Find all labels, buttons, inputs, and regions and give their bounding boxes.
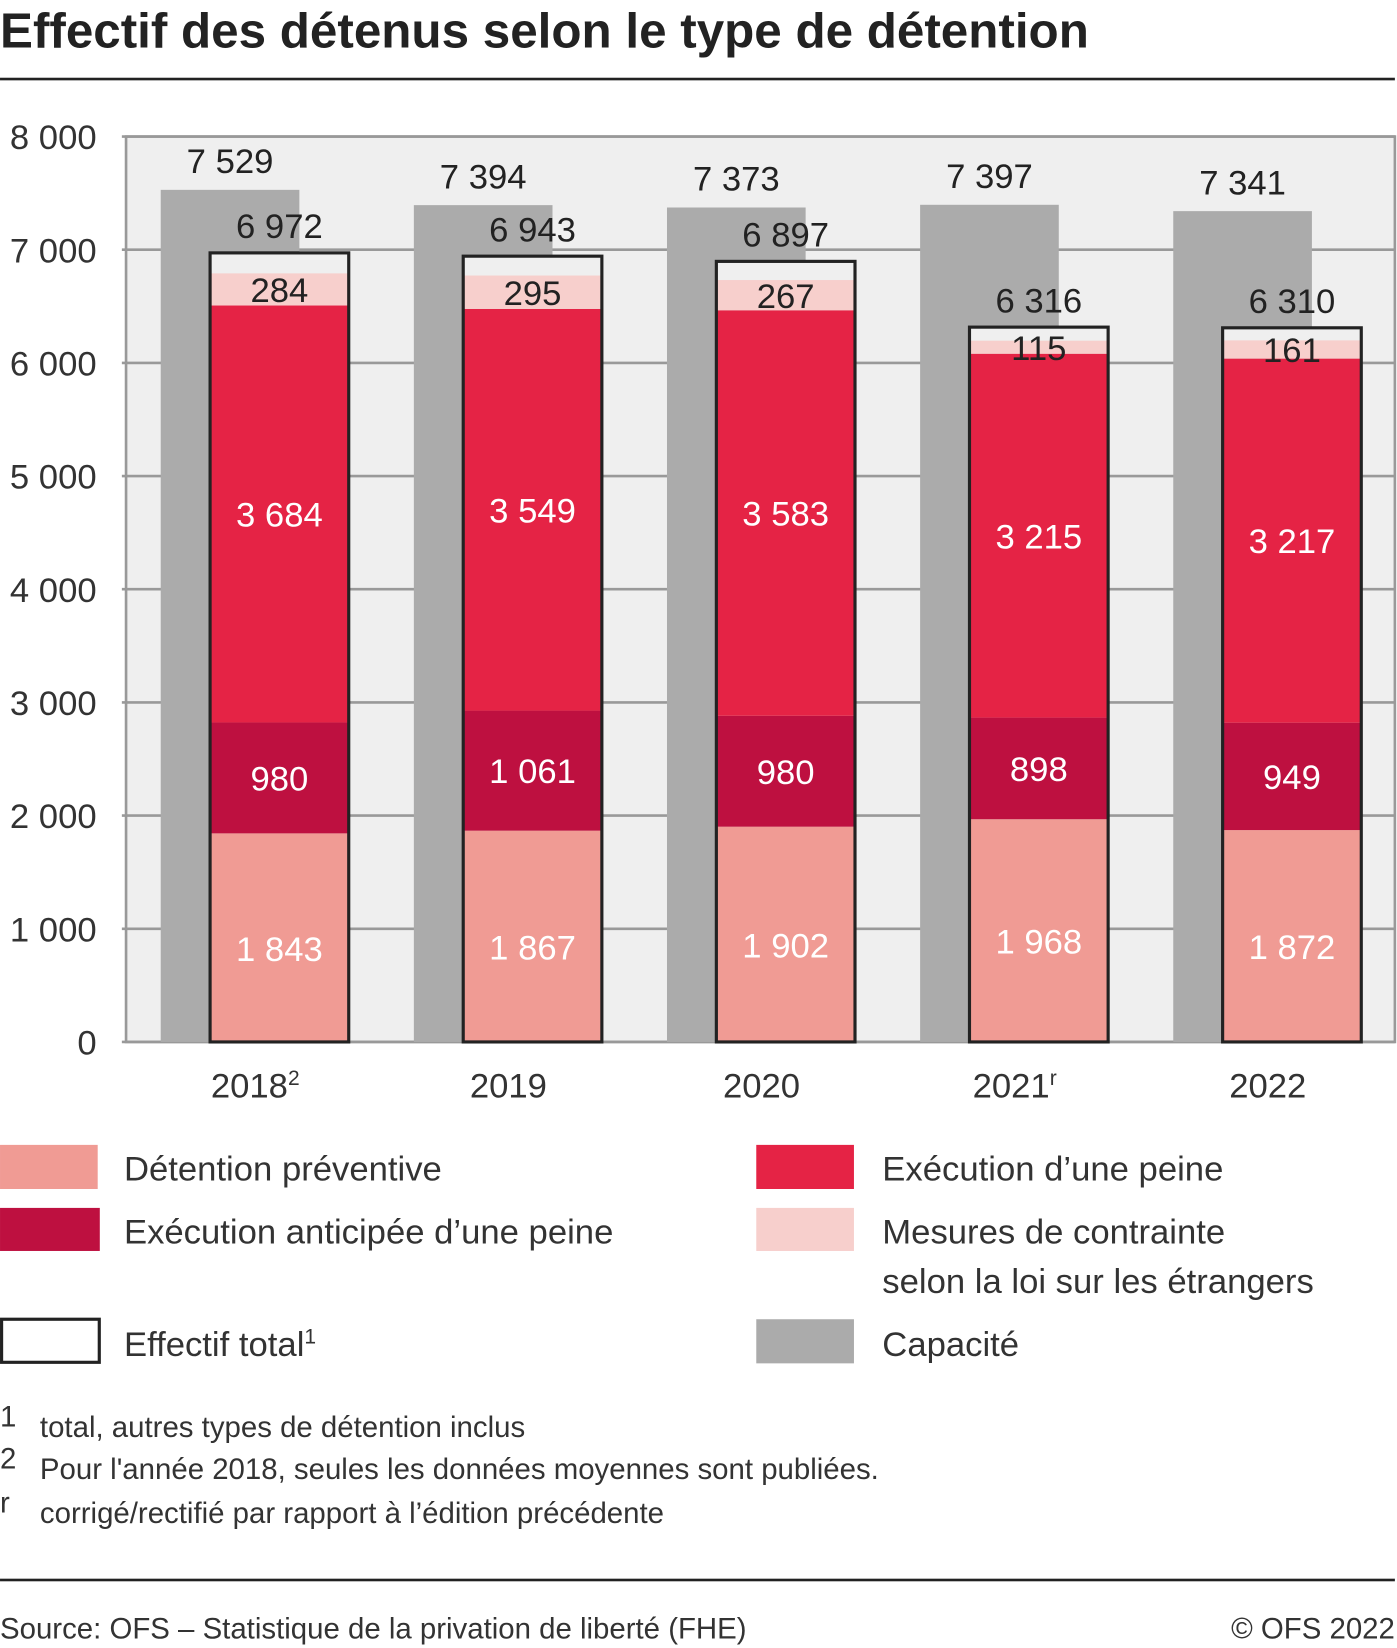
total-outline <box>714 259 857 1044</box>
total-outline <box>1221 326 1363 1044</box>
bar-segment <box>463 710 602 831</box>
capacity-label: 7 529 <box>187 143 274 181</box>
data-label: 980 <box>250 761 308 799</box>
footnote-text: total, autres types de détention inclus <box>40 1411 525 1444</box>
y-tick-label: 1 000 <box>10 911 97 949</box>
y-tick-label: 7 000 <box>10 232 97 270</box>
y-tick-label: 2 000 <box>10 798 97 836</box>
data-label: 295 <box>504 275 562 313</box>
data-label: 3 583 <box>742 496 829 534</box>
legend-swatch-preventive <box>0 1144 98 1189</box>
bar-segment <box>210 273 349 306</box>
data-label: 3 217 <box>1249 523 1336 561</box>
bar-segment <box>210 833 349 1042</box>
source-text: Source: OFS – Statistique de la privatio… <box>0 1613 747 1646</box>
chart-title: Effectif des détenus selon le type de dé… <box>0 3 1089 58</box>
bar-segment <box>463 275 602 309</box>
y-tick-label: 5 000 <box>10 459 97 497</box>
data-label: 1 968 <box>995 924 1082 962</box>
bar-segment <box>716 280 856 311</box>
bar-segment <box>969 819 1109 1042</box>
legend-label: Exécution d’une peine <box>882 1151 1223 1189</box>
capacity-label: 7 397 <box>946 158 1033 196</box>
total-outline <box>461 254 604 1044</box>
bar-segment <box>463 830 602 1042</box>
footnote-mark: 2 <box>0 1442 16 1475</box>
data-label: 898 <box>1010 751 1068 789</box>
total-label: 6 310 <box>1249 283 1336 321</box>
legend-label: Capacité <box>882 1326 1019 1364</box>
bar-segment <box>1222 358 1362 723</box>
data-label: 1 843 <box>236 931 323 969</box>
bar-segment <box>716 310 856 716</box>
legend-swatch-capacity <box>756 1319 854 1364</box>
bar-segment <box>716 826 856 1042</box>
data-label: 949 <box>1263 759 1321 797</box>
legend-label: selon la loi sur les étrangers <box>882 1263 1314 1301</box>
bar-segment <box>1222 830 1362 1042</box>
bar-segment <box>210 305 349 723</box>
y-tick-label: 0 <box>77 1025 96 1063</box>
data-label: 161 <box>1263 332 1321 370</box>
capacity-label: 7 394 <box>440 158 527 196</box>
bar-segment <box>969 717 1109 820</box>
legend-label: Détention préventive <box>124 1151 442 1189</box>
legend: Détention préventive Exécution anticipée… <box>0 1144 1314 1364</box>
data-label: 3 549 <box>489 492 576 530</box>
y-tick-label: 3 000 <box>10 685 97 723</box>
data-label: 980 <box>757 754 815 792</box>
data-label: 267 <box>757 278 815 316</box>
legend-swatch-total <box>0 1317 101 1364</box>
data-label: 3 684 <box>236 497 323 535</box>
title-rule <box>0 77 1395 81</box>
legend-swatch-mesures <box>756 1207 854 1251</box>
bar-segment <box>716 715 856 827</box>
footnotes: 1 total, autres types de détention inclu… <box>0 1400 879 1530</box>
legend-label: Effectif total1 <box>124 1325 316 1364</box>
footnote-text: Pour l'année 2018, seules les données mo… <box>40 1453 879 1486</box>
data-label: 115 <box>1011 330 1066 368</box>
total-outline <box>208 251 351 1044</box>
capacity-label: 7 341 <box>1199 164 1286 202</box>
total-label: 6 972 <box>236 208 323 246</box>
data-label: 1 867 <box>489 929 576 967</box>
legend-swatch-execution <box>756 1144 854 1189</box>
footnote-mark: 1 <box>0 1400 16 1433</box>
bar-segment <box>210 722 349 834</box>
bar-segment <box>1222 340 1362 359</box>
x-tick-label: 2020 <box>723 1068 800 1106</box>
copyright-text: © OFS 2022 <box>1231 1613 1395 1646</box>
total-outline <box>967 325 1110 1044</box>
legend-label: Exécution anticipée d’une peine <box>124 1214 613 1252</box>
data-label: 284 <box>250 272 308 310</box>
footnote-mark: r <box>0 1487 10 1520</box>
data-label: 1 061 <box>489 753 576 791</box>
x-tick-label: 20182 <box>211 1067 300 1106</box>
capacity-label: 7 373 <box>693 161 780 199</box>
data-label: 3 215 <box>995 518 1082 556</box>
total-label: 6 943 <box>489 211 576 249</box>
footer-rule <box>0 1578 1395 1582</box>
footnote-text: corrigé/rectifié par rapport à l’édition… <box>40 1497 664 1530</box>
bar-segment <box>969 340 1109 354</box>
x-tick-label: 2022 <box>1229 1068 1306 1106</box>
x-tick-label: 2019 <box>470 1068 547 1106</box>
legend-label: Mesures de contrainte <box>882 1214 1225 1252</box>
y-tick-label: 4 000 <box>10 572 97 610</box>
y-tick-label: 8 000 <box>10 119 97 157</box>
data-label: 1 872 <box>1249 929 1336 967</box>
bar-segment <box>969 353 1109 718</box>
data-label: 1 902 <box>742 927 829 965</box>
total-label: 6 316 <box>995 282 1082 320</box>
bar-segment <box>463 308 602 711</box>
bar-segment <box>1222 722 1362 831</box>
x-tick-label: 2021r <box>973 1067 1057 1106</box>
total-label: 6 897 <box>742 217 829 255</box>
y-tick-label: 6 000 <box>10 346 97 384</box>
legend-swatch-anticipee <box>0 1207 100 1251</box>
